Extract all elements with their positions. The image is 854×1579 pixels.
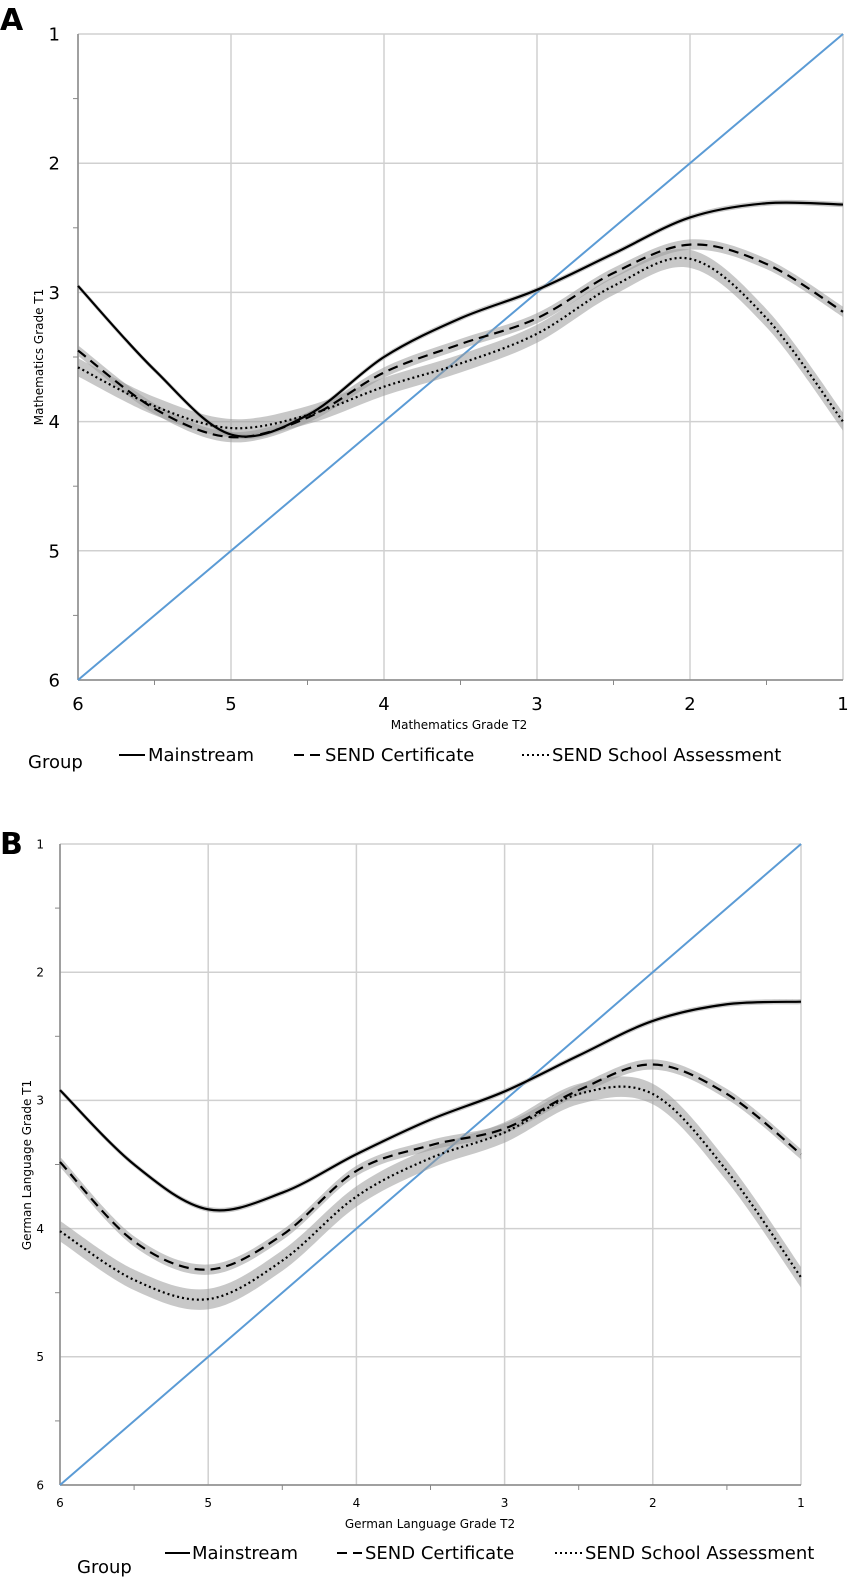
panel-b-legend-send-school-assessment: SEND School Assessment	[585, 1543, 814, 1564]
panel-b-y-tick-label: 6	[36, 1478, 44, 1492]
panel-a-legend-mainstream: Mainstream	[148, 745, 254, 766]
panel-a-legend-title: Group	[28, 752, 83, 773]
panel-a-y-tick-label: 1	[49, 24, 60, 45]
panel-a-legend: Mainstream SEND Certificate SEND School …	[119, 745, 781, 766]
panel-b-y-tick-label: 5	[36, 1350, 44, 1364]
panel-a-x-tick-label: 5	[225, 694, 236, 715]
panel-b-y-tick-label: 4	[36, 1222, 44, 1236]
panel-a-send-certificate-ci-band	[78, 239, 843, 443]
panel-a-mainstream-ci-band	[78, 199, 843, 440]
panel-a-send-school-assessment-line	[77, 256, 844, 430]
panel-a-x-tick-label: 2	[684, 694, 695, 715]
panel-b-x-tick-label: 1	[797, 1496, 805, 1510]
panel-a-xlabel: Mathematics Grade T2	[391, 718, 528, 732]
panel-b-plot-area: 6 5 4 3 2 1 1 2 3 4 5 6	[36, 837, 804, 1510]
panel-b-xlabel: German Language Grade T2	[345, 1517, 515, 1531]
panel-b-x-tick-label: 2	[649, 1496, 657, 1510]
panel-b-x-tick-label: 6	[56, 1496, 64, 1510]
panel-a-y-tick-label: 4	[49, 412, 60, 433]
panel-a-y-tick-label: 2	[49, 154, 60, 175]
panel-a-x-tick-label: 3	[531, 694, 542, 715]
panel-a-y-tick-label: 6	[49, 670, 60, 691]
panel-a-x-tick-label: 4	[378, 694, 389, 715]
panel-b-mainstream-line	[59, 1000, 802, 1212]
panel-b-x-tick-label: 5	[204, 1496, 212, 1510]
panel-b-legend-mainstream: Mainstream	[192, 1543, 298, 1564]
panel-a-legend-send-school-assessment: SEND School Assessment	[552, 745, 781, 766]
panel-a-ylabel: Mathematics Grade T1	[32, 289, 46, 426]
panel-a-send-certificate-line	[77, 243, 844, 439]
panel-b-y-tick-label: 2	[36, 966, 44, 980]
panel-b-y-tick-label: 1	[36, 837, 44, 851]
panel-b-letter: B	[0, 827, 23, 862]
panel-b-ylabel: German Language Grade T1	[20, 1080, 34, 1250]
panel-b-send-certificate-line	[59, 1063, 802, 1271]
panel-b-y-tick-label: 3	[36, 1094, 44, 1108]
panel-a-y-tick-label: 3	[49, 283, 60, 304]
panel-a-mainstream-line	[77, 201, 844, 438]
panel-b-send-school-assessment-ci-band	[60, 1076, 801, 1310]
panel-b-legend: Mainstream SEND Certificate SEND School …	[165, 1543, 814, 1564]
panel-a: A Mathematics Grade T2 Mathematics Grade…	[0, 3, 849, 773]
panel-a-legend-send-certificate: SEND Certificate	[325, 745, 474, 766]
panel-a-plot-area: 6 5 4 3 2 1 1 2 3 4 5 6	[49, 24, 849, 715]
panel-b-legend-send-certificate: SEND Certificate	[365, 1543, 514, 1564]
panel-a-letter: A	[0, 3, 24, 38]
panel-a-x-tick-label: 1	[837, 694, 848, 715]
panel-b-x-tick-label: 4	[353, 1496, 361, 1510]
panel-a-x-tick-label: 6	[72, 694, 83, 715]
panel-a-y-tick-label: 5	[49, 541, 60, 562]
panel-b-legend-title: Group	[77, 1557, 132, 1578]
panel-b-x-tick-label: 3	[501, 1496, 509, 1510]
panel-b: B German Language Grade T2 German Langua…	[0, 827, 814, 1578]
